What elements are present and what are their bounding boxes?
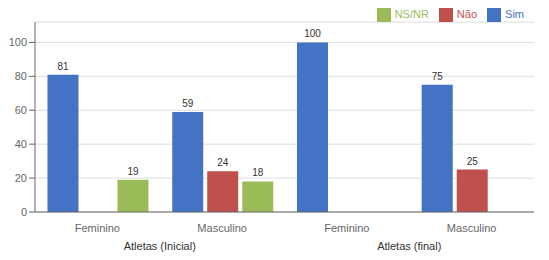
- html-text:Sim: Sim: [505, 8, 524, 20]
- svg-text:100: 100: [9, 36, 27, 48]
- svg-text:24: 24: [217, 157, 229, 168]
- svg-text:Feminino: Feminino: [324, 222, 369, 234]
- svg-text:Atletas (Inicial): Atletas (Inicial): [124, 240, 196, 252]
- svg-text:Atletas (final): Atletas (final): [377, 240, 441, 252]
- svg-text:60: 60: [15, 104, 27, 116]
- svg-text:100: 100: [304, 28, 321, 39]
- svg-text:81: 81: [57, 61, 69, 72]
- svg-text:18: 18: [252, 167, 264, 178]
- svg-text:80: 80: [15, 70, 27, 82]
- svg-text:20: 20: [15, 172, 27, 184]
- svg-text:Feminino: Feminino: [75, 222, 120, 234]
- svg-text:75: 75: [432, 71, 444, 82]
- svg-text:25: 25: [467, 156, 479, 167]
- svg-text:59: 59: [182, 98, 194, 109]
- html-text:NS/NR: NS/NR: [394, 8, 429, 20]
- svg-text:19: 19: [127, 166, 139, 177]
- svg-text:40: 40: [15, 138, 27, 150]
- svg-text:Masculino: Masculino: [447, 222, 497, 234]
- svg-text:0: 0: [21, 206, 27, 218]
- html-text:Não: Não: [456, 8, 477, 20]
- svg-text:Masculino: Masculino: [197, 222, 247, 234]
